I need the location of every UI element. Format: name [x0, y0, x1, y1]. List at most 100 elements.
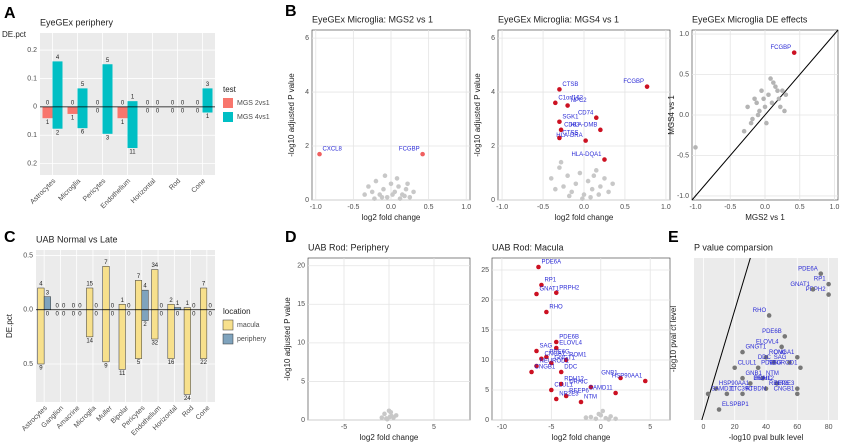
point: [771, 80, 776, 85]
highlight-point: [771, 360, 777, 365]
bar-up: [202, 88, 213, 107]
chart-title: P value comparsion: [694, 242, 773, 252]
point-label: CTSB: [562, 82, 578, 88]
highlight-point: [779, 344, 784, 350]
point: [600, 408, 606, 414]
highlight-point: [740, 375, 745, 381]
chart-title: UAB Rod: Periphery: [308, 242, 390, 252]
point-label: TTC39C: [730, 386, 753, 392]
x-axis-title: log2 fold change: [555, 213, 614, 222]
y-tick-label: 0: [305, 197, 309, 204]
count-label: 9: [39, 366, 43, 372]
legend-label: MGS 4vs1: [237, 114, 270, 121]
legend-label: macula: [237, 322, 260, 329]
y-tick-label: 0: [491, 197, 495, 204]
highlight-point: [565, 103, 570, 108]
y-tick-label: 6: [305, 35, 309, 42]
x-tick-label: 0: [387, 424, 391, 431]
count-label: 22: [200, 360, 207, 366]
count-label: 0: [72, 303, 76, 309]
count-label: 5: [137, 360, 141, 366]
highlight-point: [748, 381, 753, 386]
point-label: HSP90AA1: [719, 381, 750, 387]
point-label: FCGBP: [623, 79, 644, 85]
point: [387, 414, 393, 420]
x-axis-title: log2 fold change: [552, 433, 611, 442]
x-tick-label: Microglia: [57, 178, 82, 203]
point: [754, 100, 759, 106]
point: [381, 186, 386, 192]
point-label: NEUROD1: [540, 359, 570, 365]
x-tick-label: 5: [648, 424, 652, 431]
point-label: NTM: [584, 395, 597, 401]
highlight-point: [553, 339, 559, 345]
count-label: 0: [156, 100, 160, 106]
bar-up: [167, 304, 175, 310]
count-label: 0: [156, 108, 160, 114]
count-label: 5: [81, 82, 85, 88]
point-label: NEUROD1: [768, 360, 798, 366]
x-tick-label: -5: [341, 424, 347, 431]
legend-title: test: [223, 85, 237, 94]
point-label: RHO: [549, 305, 563, 311]
highlight-point: [724, 391, 730, 397]
x-tick-label: -1.0: [496, 204, 508, 211]
y-tick-label: 0: [485, 417, 489, 424]
point-label: ELSPBP1: [722, 402, 749, 408]
highlight-point: [791, 50, 797, 55]
point-label: CLUL1: [554, 383, 573, 389]
count-label: 0: [72, 311, 76, 317]
highlight-point: [534, 363, 539, 369]
point-label: RHO: [753, 308, 767, 314]
x-tick-label: Rod: [168, 178, 182, 192]
point: [390, 192, 395, 197]
y-axis-title: DE.pct: [2, 30, 27, 39]
point: [580, 196, 585, 201]
count-label: 0: [160, 303, 164, 309]
highlight-point: [583, 138, 588, 143]
point-label: DRAIC: [753, 376, 772, 382]
count-label: 0: [160, 311, 164, 317]
highlight-point: [732, 365, 737, 371]
highlight-point: [766, 313, 772, 318]
y-tick-label: 0.0: [679, 112, 689, 119]
chart-title: EyeGEx Microglia DE effects: [692, 14, 808, 24]
point: [764, 120, 769, 126]
point-label: SAG: [540, 344, 553, 350]
point-label: CNGA1: [544, 351, 565, 357]
highlight-point: [539, 282, 544, 288]
legend-label: MGS 2vs1: [237, 100, 270, 107]
highlight-point: [713, 386, 719, 391]
point: [373, 178, 379, 184]
y-tick-label: 2: [491, 143, 495, 150]
highlight-point: [598, 127, 603, 133]
point: [403, 186, 409, 192]
bar-down: [167, 309, 175, 359]
point: [388, 181, 394, 187]
point-label: PDE6B: [559, 335, 579, 341]
y-tick-label: 2: [305, 143, 309, 150]
point: [366, 184, 371, 189]
point: [566, 193, 572, 199]
bar-up: [102, 266, 110, 310]
bar-down: [37, 309, 45, 365]
count-label: 0: [208, 303, 212, 309]
x-tick-label: 1.0: [461, 204, 471, 211]
legend-swatch: [223, 112, 233, 122]
x-tick-label: 1.0: [830, 204, 840, 211]
bar-up: [200, 287, 208, 310]
highlight-point: [782, 334, 788, 339]
point: [606, 189, 611, 195]
point: [573, 181, 579, 187]
highlight-point: [553, 396, 559, 402]
point-label: REEP6: [769, 381, 789, 387]
x-tick-label: -5: [548, 424, 554, 431]
point-label: CD83: [564, 122, 580, 128]
point: [776, 96, 782, 102]
point: [773, 84, 778, 89]
y-tick-label: -1.0: [677, 193, 689, 200]
y-tick-label: 6: [491, 35, 495, 42]
point: [777, 104, 783, 110]
count-label: 2: [169, 298, 173, 304]
x-tick-label: 5: [432, 424, 436, 431]
